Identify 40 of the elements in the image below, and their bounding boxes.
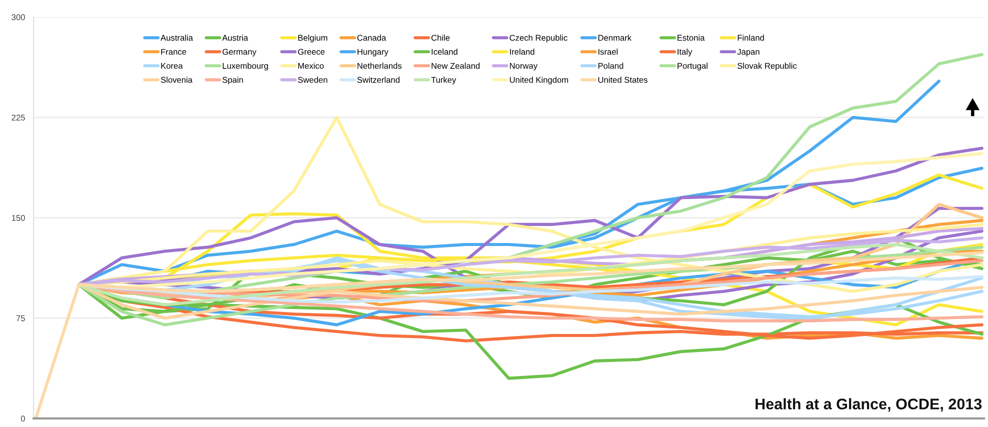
legend-label: Netherlands (358, 62, 402, 69)
y-tick-label: 0 (20, 416, 25, 422)
legend-label: Estonia (678, 34, 705, 41)
y-tick-label: 225 (12, 114, 25, 121)
legend-label: Slovenia (160, 76, 193, 83)
legend-label: New Zealand (432, 62, 480, 69)
legend-label: Portugal (678, 62, 708, 70)
legend-label: Austria (222, 34, 248, 41)
legend-label: Switzerland (357, 76, 400, 83)
annotation: Health at a Glance, OCDE, 2013 (756, 398, 982, 412)
legend-label: Korea (161, 62, 183, 69)
legend-label: France (161, 48, 186, 55)
legend-label: Norway (510, 62, 538, 70)
y-tick-label: 300 (12, 14, 25, 20)
legend-label: Japan (737, 48, 760, 56)
legend-label: Chile (431, 34, 450, 41)
legend-label: Belgium (298, 34, 328, 42)
legend-label: United States (598, 76, 648, 83)
y-tick-label: 75 (16, 315, 25, 322)
legend-label: Denmark (598, 34, 632, 41)
legend-label: Australia (160, 34, 193, 41)
legend-label: Luxembourg (222, 62, 268, 70)
legend-label: Mexico (298, 62, 324, 69)
legend-label: Italy (678, 48, 692, 56)
legend-label: Hungary (358, 48, 388, 56)
legend-label: Greece (298, 48, 325, 55)
y-tick-label: 150 (12, 214, 25, 221)
legend-label: Iceland (432, 48, 458, 55)
legend-label: Germany (222, 48, 256, 56)
legend-label: Canada (357, 34, 386, 41)
legend-label: Slovak Republic (738, 62, 797, 70)
legend-label: United Kingdom (510, 76, 568, 84)
legend-label: Sweden (298, 76, 328, 83)
legend-label: Turkey (431, 76, 456, 84)
legend-label: Finland (738, 34, 764, 41)
legend-label: Czech Republic (510, 34, 568, 42)
legend-label: Ireland (510, 48, 534, 55)
legend-label: Israel (598, 48, 618, 55)
legend-label: Spain (222, 76, 243, 84)
legend-label: Poland (598, 62, 624, 69)
